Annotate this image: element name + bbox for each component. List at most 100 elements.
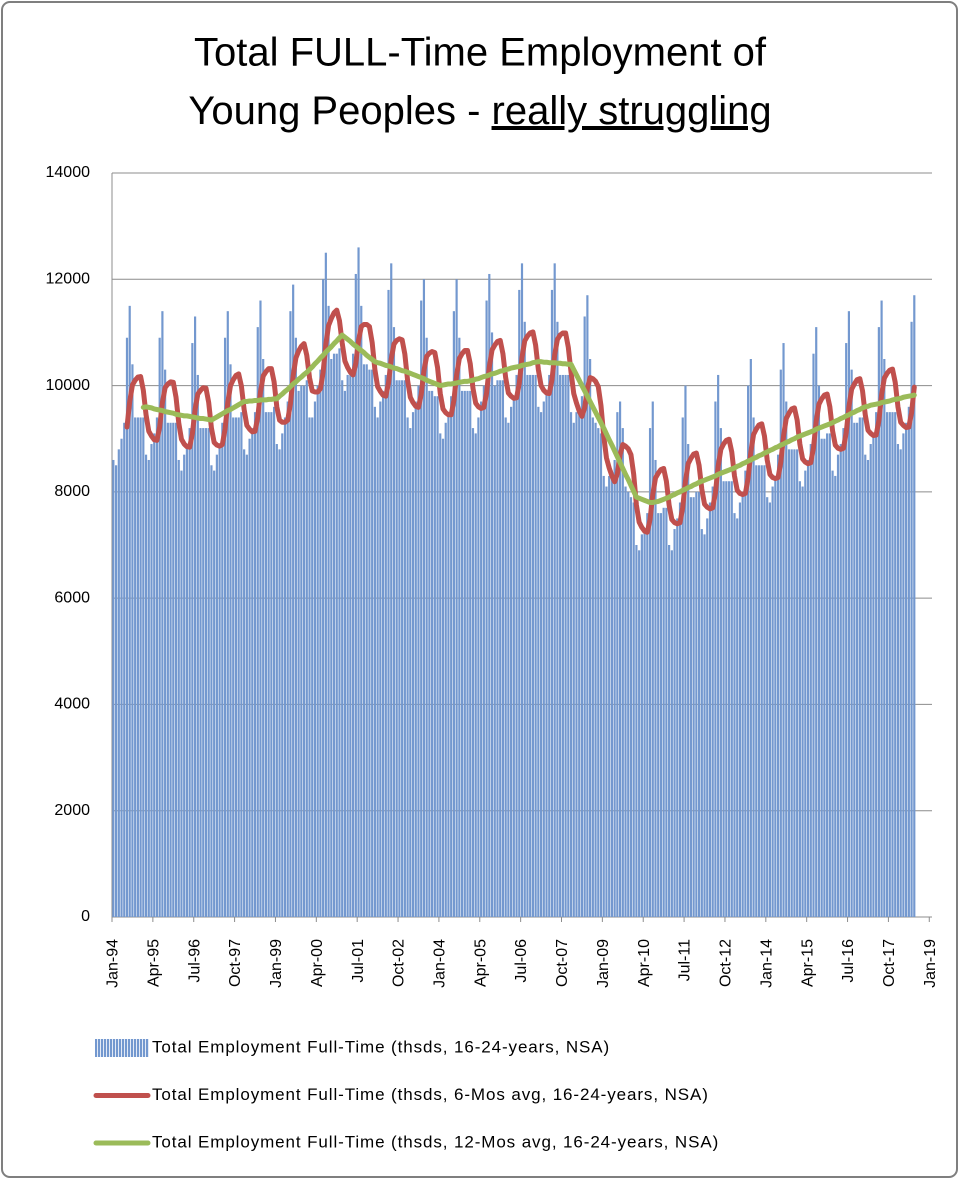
bar: [311, 417, 314, 917]
bar: [332, 353, 336, 918]
bar: [444, 422, 447, 917]
bar: [281, 433, 284, 917]
bar: [708, 502, 712, 917]
bar: [289, 311, 292, 918]
bar: [161, 311, 164, 918]
bar: [613, 459, 616, 917]
bar: [352, 353, 355, 918]
bar: [417, 385, 420, 918]
bar: [586, 295, 589, 917]
x-tick-label: Apr-00: [309, 939, 326, 987]
bar: [234, 417, 238, 917]
bar: [618, 401, 622, 917]
legend-symbol-bar: [104, 1039, 107, 1057]
legend-symbol-bar: [122, 1039, 125, 1057]
legend-symbol-bar: [131, 1039, 134, 1057]
bar: [831, 470, 834, 917]
bar: [455, 279, 458, 917]
bar: [373, 406, 376, 917]
bar: [610, 470, 613, 917]
bar: [259, 300, 262, 917]
bar: [199, 428, 202, 917]
legend-symbol-bar: [134, 1039, 137, 1057]
bar: [221, 422, 224, 917]
bar: [681, 417, 684, 917]
bar: [256, 327, 259, 918]
legend-symbol-bar: [101, 1039, 104, 1057]
bar: [790, 449, 793, 917]
bar: [548, 374, 551, 917]
bar: [313, 401, 317, 917]
bar: [624, 486, 627, 917]
bar: [134, 417, 137, 917]
bar: [864, 454, 867, 917]
chart-title: Young Peoples - really struggling: [188, 89, 771, 133]
bar: [782, 343, 785, 917]
bar: [469, 390, 472, 917]
x-tick-label: Oct-17: [881, 939, 898, 987]
bar: [371, 369, 374, 918]
bar: [913, 295, 916, 917]
bar: [714, 401, 717, 917]
bar: [501, 380, 505, 917]
bar: [820, 438, 823, 917]
bar: [798, 481, 801, 917]
bar: [629, 497, 633, 917]
bar: [153, 433, 156, 917]
bar: [817, 385, 821, 918]
bar: [578, 406, 581, 917]
bar: [409, 428, 412, 917]
bar: [608, 475, 611, 917]
bar: [480, 401, 483, 917]
bar: [431, 390, 434, 917]
bar: [283, 417, 287, 917]
bar: [662, 507, 665, 917]
bar: [349, 369, 352, 918]
bar: [564, 374, 567, 917]
bar: [632, 502, 635, 917]
bar: [902, 433, 905, 917]
bar: [717, 374, 720, 917]
bar: [668, 545, 671, 917]
bar: [569, 412, 573, 917]
bar: [744, 470, 747, 917]
bar: [793, 449, 796, 917]
bar: [123, 422, 126, 917]
chart-title: Total FULL-Time Employment of: [194, 31, 767, 75]
bar: [324, 252, 327, 917]
bar: [316, 385, 319, 918]
bar: [381, 390, 385, 917]
bar: [128, 305, 131, 917]
bar: [253, 412, 257, 917]
bar: [749, 359, 752, 917]
bar: [888, 412, 891, 917]
bar: [215, 454, 218, 917]
bar: [910, 321, 913, 917]
bar: [322, 279, 325, 917]
bar: [428, 390, 431, 917]
y-tick-label: 12000: [46, 271, 91, 288]
bar: [847, 311, 850, 918]
bar: [760, 465, 763, 917]
bar: [736, 518, 739, 917]
bar: [779, 369, 782, 918]
bar: [774, 475, 777, 917]
legend-symbol-bar: [140, 1039, 143, 1057]
bar: [387, 289, 390, 917]
bar: [738, 502, 742, 917]
bar: [275, 444, 278, 917]
bar: [894, 412, 897, 917]
bar: [768, 502, 771, 917]
legend-symbol-bar: [137, 1039, 140, 1057]
bar: [815, 327, 818, 918]
bar: [488, 273, 491, 917]
bar: [202, 428, 205, 917]
bar: [591, 417, 594, 917]
bar: [776, 454, 780, 917]
bar: [597, 428, 600, 917]
bar: [700, 529, 703, 917]
bar: [605, 486, 608, 917]
bar: [172, 422, 175, 917]
x-tick-label: Jan-94: [105, 939, 122, 988]
bar: [406, 417, 409, 917]
